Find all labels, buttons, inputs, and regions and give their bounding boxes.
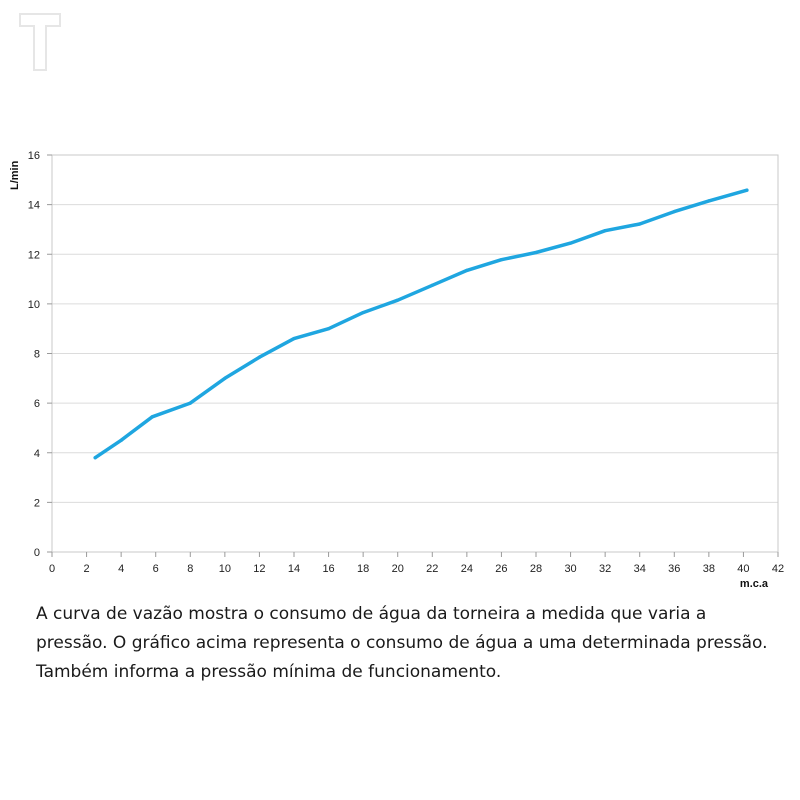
x-axis-title: m.c.a [740,578,769,590]
data-point [638,222,642,226]
data-point [119,438,123,442]
data-point [223,376,227,380]
data-point [292,337,296,341]
x-tick-label: 12 [253,563,265,575]
y-tick-label: 2 [34,497,40,509]
brand-logo-icon [19,13,61,71]
data-point [257,355,262,359]
data-point [603,229,607,233]
y-tick-label: 12 [28,249,40,261]
x-tick-label: 30 [564,563,576,575]
y-tick-label: 6 [34,398,40,410]
x-tick-label: 10 [219,563,231,575]
data-point [326,327,331,331]
data-point [465,268,469,272]
data-point [672,209,676,214]
x-tick-label: 36 [668,563,680,575]
data-point [568,241,573,245]
x-tick-label: 2 [84,563,90,575]
y-axis-ticks: 0 2 4 6 8 10 12 14 16 [28,150,52,559]
data-point [396,298,400,302]
y-tick-label: 10 [28,299,40,311]
x-tick-label: 16 [322,563,334,575]
x-tick-label: 40 [737,563,749,575]
x-tick-label: 18 [357,563,369,575]
x-axis-ticks: 0 2 4 6 8 10 12 14 16 18 20 22 24 26 28 30 32 34 36 38 40 42 [49,552,784,575]
x-tick-label: 34 [634,563,646,575]
data-point [93,456,97,460]
data-point [361,310,365,315]
x-tick-label: 26 [495,563,507,575]
data-point [534,250,538,255]
y-tick-label: 16 [28,150,40,162]
data-point [707,199,711,203]
y-tick-label: 8 [34,349,40,361]
data-point [430,283,434,287]
data-point [745,188,749,192]
chart-caption: A curva de vazão mostra o consumo de águ… [36,604,768,682]
series-layer [93,188,749,460]
y-tick-label: 0 [34,547,40,559]
x-tick-label: 14 [288,563,300,575]
data-point [188,401,192,405]
x-tick-label: 0 [49,563,55,575]
x-tick-label: 4 [118,563,124,575]
series-line [93,188,749,460]
x-tick-label: 32 [599,563,611,575]
data-point [499,258,504,262]
x-tick-label: 20 [392,563,404,575]
x-tick-label: 28 [530,563,542,575]
y-tick-label: 14 [28,200,40,212]
x-tick-label: 42 [772,563,784,575]
x-tick-label: 24 [461,563,473,575]
data-point [150,415,154,419]
x-tick-label: 38 [703,563,715,575]
y-axis-title: L/min [9,160,21,190]
x-tick-label: 8 [187,563,193,575]
x-tick-label: 22 [426,563,438,575]
x-tick-label: 6 [153,563,159,575]
y-tick-label: 4 [34,448,40,460]
